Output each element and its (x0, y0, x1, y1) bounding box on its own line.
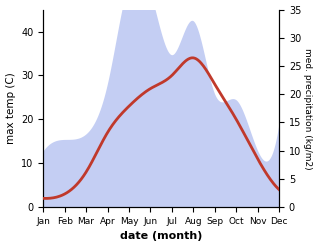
Y-axis label: med. precipitation (kg/m2): med. precipitation (kg/m2) (303, 48, 313, 169)
X-axis label: date (month): date (month) (120, 231, 202, 242)
Y-axis label: max temp (C): max temp (C) (5, 72, 16, 144)
